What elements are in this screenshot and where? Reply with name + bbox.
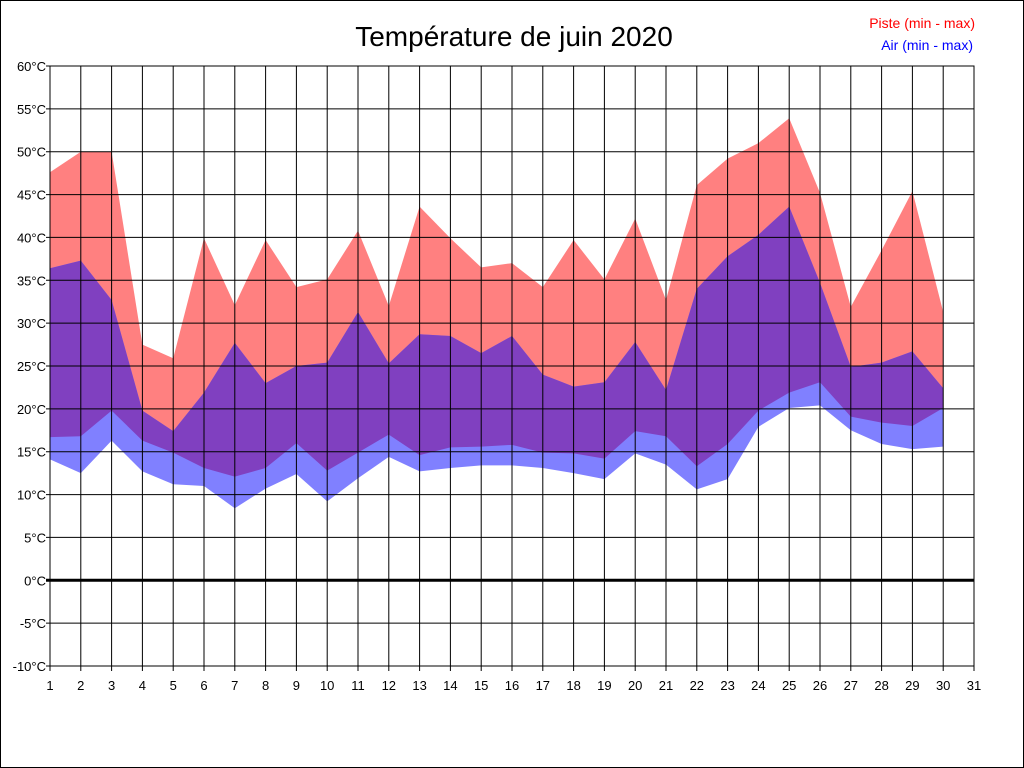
x-tick-label: 13 xyxy=(412,678,426,693)
x-tick-label: 12 xyxy=(382,678,396,693)
x-tick-label: 5 xyxy=(170,678,177,693)
x-tick-label: 25 xyxy=(782,678,796,693)
x-tick-label: 3 xyxy=(108,678,115,693)
x-tick-label: 23 xyxy=(720,678,734,693)
y-tick-label: 20°C xyxy=(17,402,46,417)
y-tick-label: 30°C xyxy=(17,316,46,331)
x-tick-label: 22 xyxy=(690,678,704,693)
y-tick-label: 45°C xyxy=(17,188,46,203)
x-tick-label: 16 xyxy=(505,678,519,693)
y-tick-label: 25°C xyxy=(17,359,46,374)
x-tick-label: 9 xyxy=(293,678,300,693)
y-tick-label: 15°C xyxy=(17,445,46,460)
y-tick-label: 0°C xyxy=(24,573,46,588)
y-tick-label: 5°C xyxy=(24,530,46,545)
x-tick-label: 14 xyxy=(443,678,457,693)
x-tick-label: 15 xyxy=(474,678,488,693)
x-tick-label: 17 xyxy=(536,678,550,693)
x-tick-label: 8 xyxy=(262,678,269,693)
x-tick-label: 2 xyxy=(77,678,84,693)
x-tick-label: 27 xyxy=(844,678,858,693)
chart-title: Température de juin 2020 xyxy=(355,21,673,52)
y-tick-label: 60°C xyxy=(17,59,46,74)
y-tick-label: 35°C xyxy=(17,273,46,288)
x-tick-label: 24 xyxy=(751,678,765,693)
x-tick-label: 6 xyxy=(200,678,207,693)
x-tick-label: 30 xyxy=(936,678,950,693)
legend-air: Air (min - max) xyxy=(881,37,973,53)
x-tick-label: 1 xyxy=(46,678,53,693)
x-tick-label: 28 xyxy=(874,678,888,693)
x-tick-label: 26 xyxy=(813,678,827,693)
x-tick-label: 31 xyxy=(967,678,981,693)
x-tick-label: 18 xyxy=(566,678,580,693)
y-tick-label: -10°C xyxy=(13,659,46,674)
x-tick-label: 29 xyxy=(905,678,919,693)
x-tick-label: 20 xyxy=(628,678,642,693)
y-tick-label: 10°C xyxy=(17,488,46,503)
y-tick-label: 55°C xyxy=(17,102,46,117)
x-tick-label: 21 xyxy=(659,678,673,693)
x-tick-label: 11 xyxy=(351,678,365,693)
x-tick-label: 4 xyxy=(139,678,146,693)
x-tick-label: 7 xyxy=(231,678,238,693)
x-tick-label: 19 xyxy=(597,678,611,693)
y-tick-label: 40°C xyxy=(17,230,46,245)
x-tick-label: 10 xyxy=(320,678,334,693)
y-tick-label: 50°C xyxy=(17,145,46,160)
legend-piste: Piste (min - max) xyxy=(869,15,975,31)
y-tick-label: -5°C xyxy=(20,616,46,631)
